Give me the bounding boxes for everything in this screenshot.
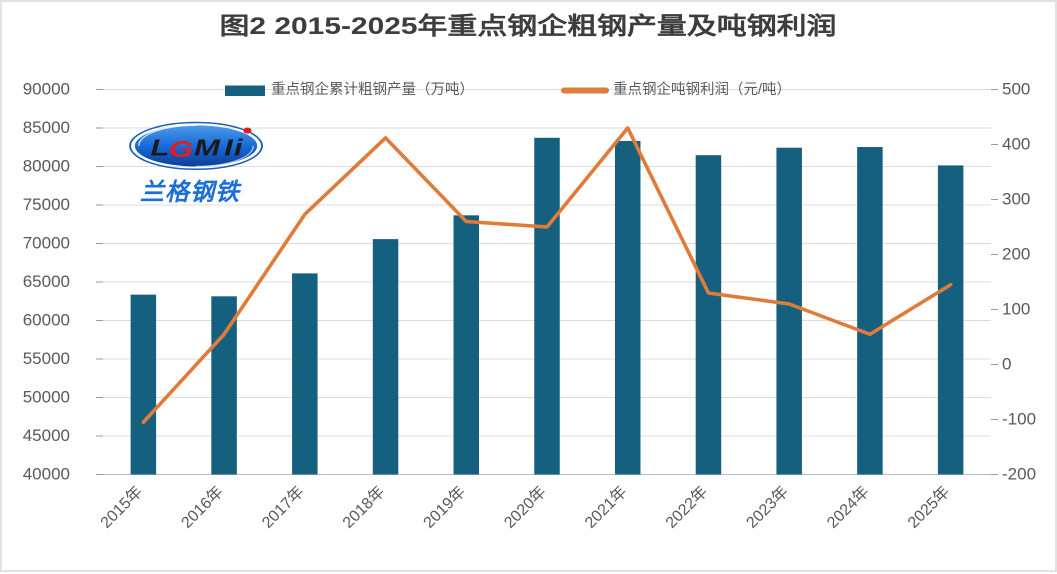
svg-text:80000: 80000 bbox=[23, 157, 70, 176]
svg-text:200: 200 bbox=[1002, 245, 1030, 264]
svg-text:90000: 90000 bbox=[23, 80, 70, 99]
svg-text:45000: 45000 bbox=[23, 426, 70, 445]
svg-text:75000: 75000 bbox=[23, 195, 70, 214]
svg-text:图2 2015-2025年重点钢企粗钢产量及吨钢利润: 图2 2015-2025年重点钢企粗钢产量及吨钢利润 bbox=[220, 12, 837, 40]
svg-text:65000: 65000 bbox=[23, 272, 70, 291]
svg-text:50000: 50000 bbox=[23, 388, 70, 407]
svg-text:-200: -200 bbox=[1002, 465, 1036, 484]
svg-text:重点钢企吨钢利润（元/吨）: 重点钢企吨钢利润（元/吨） bbox=[613, 80, 791, 98]
svg-text:55000: 55000 bbox=[23, 349, 70, 368]
svg-text:60000: 60000 bbox=[23, 311, 70, 330]
svg-text:M: M bbox=[194, 134, 221, 160]
svg-text:-100: -100 bbox=[1002, 410, 1036, 429]
svg-text:兰格钢铁: 兰格钢铁 bbox=[140, 179, 242, 206]
svg-text:重点钢企累计粗钢产量（万吨）: 重点钢企累计粗钢产量（万吨） bbox=[271, 80, 474, 98]
svg-text:40000: 40000 bbox=[23, 465, 70, 484]
svg-text:G: G bbox=[169, 136, 193, 162]
svg-text:70000: 70000 bbox=[23, 234, 70, 253]
svg-text:100: 100 bbox=[1002, 300, 1030, 319]
svg-text:300: 300 bbox=[1002, 190, 1030, 209]
svg-text:400: 400 bbox=[1002, 135, 1030, 154]
svg-text:85000: 85000 bbox=[23, 118, 70, 137]
svg-text:0: 0 bbox=[1002, 355, 1011, 374]
svg-text:500: 500 bbox=[1002, 80, 1030, 99]
svg-text:L: L bbox=[150, 134, 169, 160]
